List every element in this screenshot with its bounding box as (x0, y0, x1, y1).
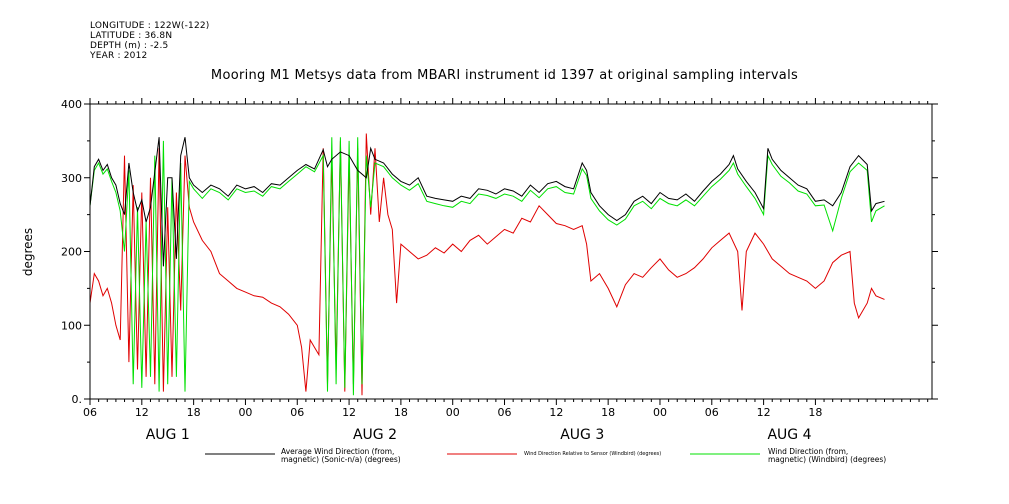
y-tick-label: 400 (61, 98, 82, 111)
x-tick-label: 06 (705, 406, 719, 419)
legend-label-series-3: Wind Direction (from, magnetic) (Windbir… (768, 447, 887, 464)
axis-layer: 0. 100 200 300 400 06 12 18 00 06 12 18 00 06 12 18 00 06… (61, 98, 938, 443)
x-tick-label: 06 (290, 406, 304, 419)
x-tick-label: 18 (601, 406, 615, 419)
x-tick-label: 06 (498, 406, 512, 419)
day-label: AUG 2 (353, 427, 397, 443)
x-tick-label: 18 (187, 406, 201, 419)
day-label: AUG 3 (560, 427, 604, 443)
y-tick-label: 300 (61, 172, 82, 185)
x-tick-label: 12 (549, 406, 563, 419)
legend-label-series-1: Average Wind Direction (from, magnetic) … (281, 447, 401, 464)
x-tick-label: 18 (394, 406, 408, 419)
y-tick-label: 100 (61, 319, 82, 332)
x-tick-label: 12 (342, 406, 356, 419)
metadata-block: LONGITUDE : 122W(-122) LATITUDE : 36.8N … (90, 21, 210, 61)
chart-title: Mooring M1 Metsys data from MBARI instru… (210, 68, 799, 83)
depth-label: DEPTH (m) : -2.5 (90, 41, 169, 51)
latitude-label: LATITUDE : 36.8N (90, 31, 173, 41)
x-tick-label: 00 (238, 406, 252, 419)
legend-label-series-2: Wind Direction Relative to Sensor (Windb… (524, 451, 662, 457)
year-label: YEAR : 2012 (90, 51, 148, 61)
y-tick-label: 200 (61, 246, 82, 259)
series-line-3 (89, 137, 885, 396)
y-tick-label: 0. (72, 393, 83, 406)
x-tick-label: 18 (808, 406, 822, 419)
x-tick-label: 00 (446, 406, 460, 419)
series-line-2 (89, 133, 885, 396)
series-layer (89, 133, 885, 396)
day-label: AUG 4 (767, 427, 811, 443)
x-tick-label: 12 (135, 406, 149, 419)
series-line-1 (89, 137, 885, 267)
day-label: AUG 1 (146, 427, 190, 443)
x-tick-label: 12 (757, 406, 771, 419)
plot-frame (89, 103, 933, 400)
x-tick-label: 06 (83, 406, 97, 419)
longitude-label: LONGITUDE : 122W(-122) (90, 21, 210, 31)
x-tick-label: 00 (653, 406, 667, 419)
